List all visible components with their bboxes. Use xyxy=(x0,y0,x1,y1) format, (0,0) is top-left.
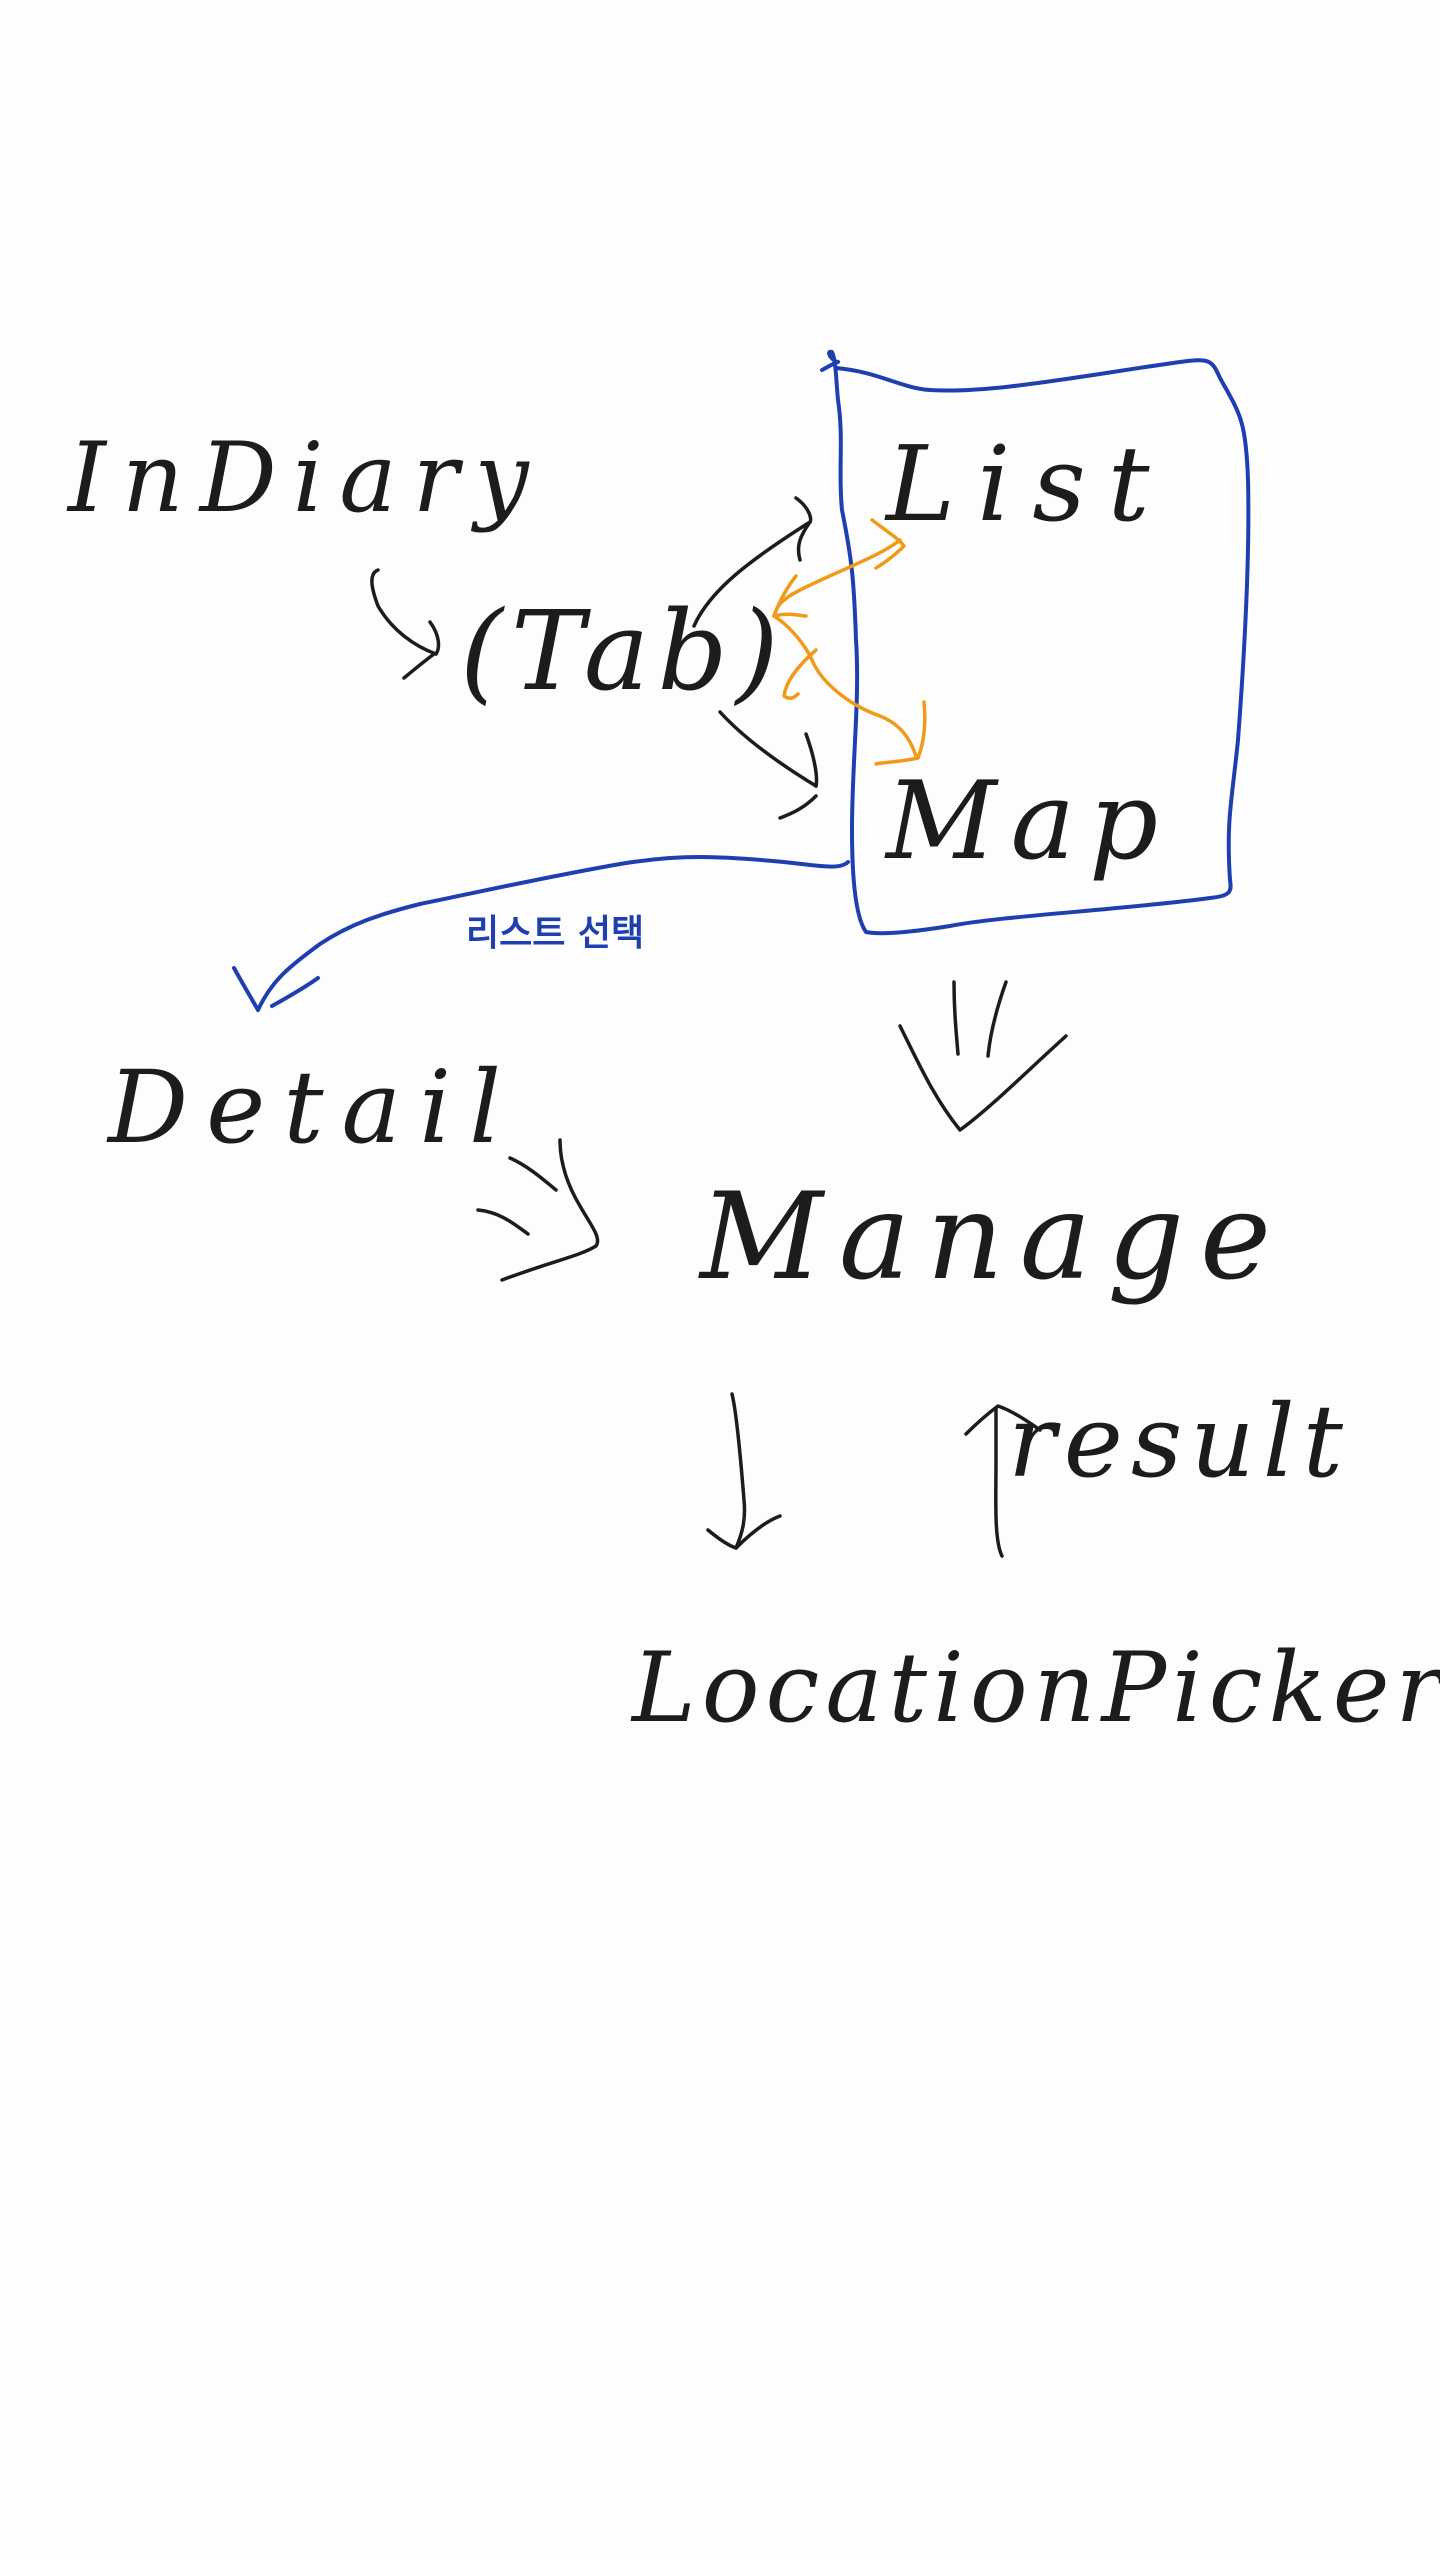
tab-side-arrowhead-orange xyxy=(772,574,808,618)
node-manage: Manage xyxy=(700,1168,1288,1307)
locationpicker-to-manage-result-arrow xyxy=(964,1404,1042,1558)
list-map-swap-arrows xyxy=(772,538,918,758)
node-map: Map xyxy=(886,759,1173,884)
tabbox-to-manage-arrow xyxy=(898,980,1068,1132)
indiary-to-tab-arrowhead xyxy=(402,620,441,680)
tab-to-map-arrow xyxy=(718,710,818,788)
list-arrowhead-orange xyxy=(870,518,906,570)
tab-to-map-arrowhead xyxy=(778,732,819,820)
node-tab: (Tab) xyxy=(460,587,787,715)
tab-to-list-arrowhead xyxy=(794,496,813,562)
node-indiary: InDiary xyxy=(68,422,545,534)
tab-to-list-arrow xyxy=(692,520,812,628)
node-location-picker: LocationPicker xyxy=(632,1632,1440,1744)
edge-label-list-select: 리스트 선택 xyxy=(466,913,645,954)
node-detail: Detail xyxy=(108,1049,520,1166)
edge-label-result: result xyxy=(1008,1383,1351,1500)
node-list: List xyxy=(886,423,1172,545)
tab-container-box xyxy=(820,349,1251,936)
manage-to-locationpicker-arrow xyxy=(730,1392,747,1550)
detail-to-manage-arrow xyxy=(476,1138,600,1282)
list-select-arrow xyxy=(256,855,850,1012)
indiary-to-tab-arrow xyxy=(370,568,438,656)
list-select-arrowhead xyxy=(232,966,320,1012)
manage-to-locationpicker-arrowhead xyxy=(706,1514,782,1550)
map-side-arrowhead-orange xyxy=(782,648,927,766)
